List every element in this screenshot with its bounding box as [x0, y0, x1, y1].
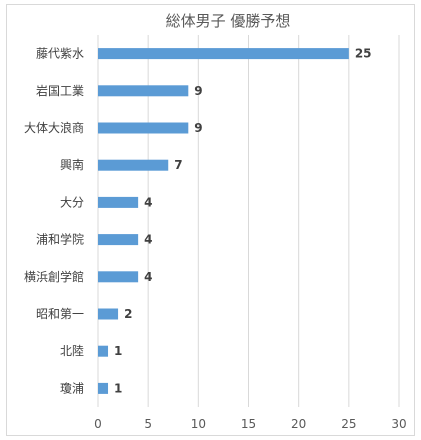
x-tick-label: 25	[341, 417, 356, 431]
category-label: 横浜創学館	[24, 269, 84, 284]
x-tick-label: 20	[291, 417, 306, 431]
x-tick-label: 10	[191, 417, 206, 431]
bars-layer	[98, 48, 349, 394]
bar	[98, 85, 189, 97]
data-label: 1	[114, 344, 122, 358]
x-tick-label: 5	[144, 417, 152, 431]
x-tick-label: 15	[241, 417, 256, 431]
chart-title: 総体男子 優勝予想	[166, 12, 291, 30]
bar	[98, 196, 139, 208]
category-label: 岩国工業	[36, 83, 84, 98]
bar	[98, 345, 109, 357]
category-label: 藤代紫水	[36, 47, 84, 61]
data-label: 1	[114, 381, 122, 395]
category-label: 大分	[60, 195, 84, 209]
category-label: 瓊浦	[60, 380, 84, 395]
data-label: 9	[194, 121, 202, 135]
bar	[98, 159, 169, 171]
x-axis-ticks: 0 5 10 15 20 25 30	[94, 417, 406, 431]
category-label: 浦和学院	[36, 232, 84, 247]
bar	[98, 122, 189, 134]
data-label: 2	[124, 307, 132, 321]
bar	[98, 234, 139, 246]
category-label: 昭和第一	[36, 307, 84, 321]
data-label: 4	[144, 195, 152, 209]
x-tick-label: 30	[391, 417, 406, 431]
data-label: 7	[174, 158, 182, 172]
x-tick-label: 0	[94, 417, 102, 431]
bar	[98, 308, 119, 320]
category-label: 大体大浪商	[24, 120, 84, 135]
category-label: 興南	[60, 157, 84, 172]
bar	[98, 382, 109, 394]
grid-layer	[97, 35, 400, 407]
data-labels: 25 9 9 7 4 4 4 2 1 1	[114, 47, 372, 396]
data-label: 4	[144, 233, 152, 247]
data-label: 4	[144, 270, 152, 284]
bar	[98, 48, 349, 60]
category-label: 北陸	[60, 344, 84, 358]
bar	[98, 271, 139, 283]
data-label: 25	[355, 47, 372, 61]
chart-frame	[6, 4, 415, 436]
data-label: 9	[194, 84, 202, 98]
